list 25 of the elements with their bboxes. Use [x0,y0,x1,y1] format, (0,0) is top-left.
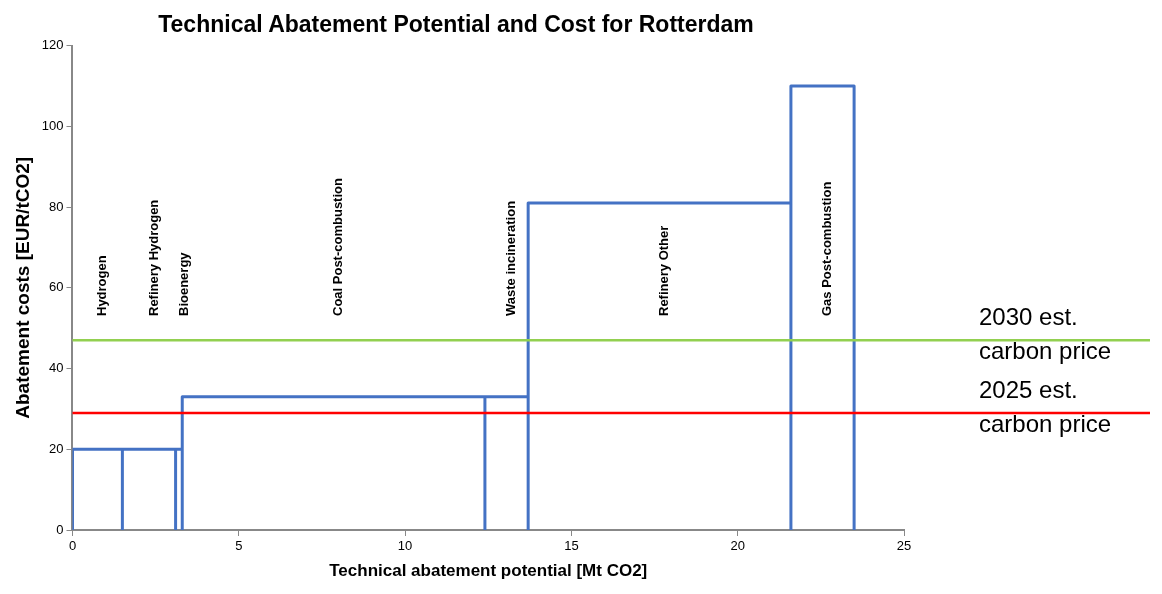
x-tick-label: 5 [235,538,243,554]
x-tick-label: 10 [397,538,413,554]
x-tick-label: 15 [564,538,579,554]
x-axis-title: Technical abatement potential [Mt CO2] [329,561,648,581]
y-tick-label: 80 [49,198,64,214]
y-tick-label: 0 [56,521,64,537]
annotation: Refinery Other [656,225,672,316]
annotation: Bioenergy [175,251,191,316]
annotation: Gas Post-combustion [819,181,835,316]
y-axis-title: Abatement costs [EUR/tCO2] [11,156,33,419]
x-tick-label: 20 [730,538,745,554]
chart-title: Technical Abatement Potential and Cost for Rotterdam [158,11,754,38]
x-tick-label: 25 [896,538,912,554]
annotation: Coal Post-combustion [330,177,346,316]
y-tick-label: 120 [41,37,64,53]
y-tick-label: 20 [49,440,64,456]
x-tick-label: 0 [68,538,77,554]
annotation: Hydrogen [94,255,110,316]
annotation: Waste incineration [503,200,519,316]
annotation: Refinery Hydrogen [145,199,161,316]
ref-line-label: 2030 est. carbon price [979,302,1112,364]
y-tick-label: 100 [41,117,64,133]
y-tick-label: 60 [49,279,64,295]
ref-line-label: 2025 est. carbon price [979,375,1112,437]
y-tick-label: 40 [49,360,64,376]
